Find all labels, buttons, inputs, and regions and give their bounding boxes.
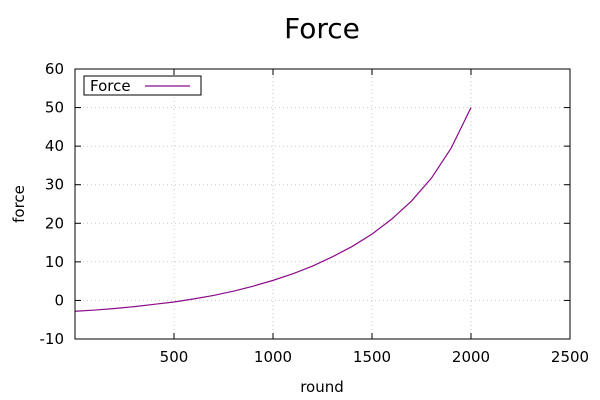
legend-entry-label: Force bbox=[90, 77, 131, 95]
series-line-force bbox=[74, 107, 472, 312]
y-tick-label: 60 bbox=[45, 60, 64, 78]
chart-title: Force bbox=[284, 12, 360, 45]
x-tick-label: 2500 bbox=[551, 348, 589, 366]
grid-lines bbox=[75, 69, 570, 339]
y-tick-label: 30 bbox=[45, 176, 64, 194]
x-tick-labels: 500 1000 1500 2000 2500 bbox=[160, 348, 589, 366]
y-tick-label: 50 bbox=[45, 99, 64, 117]
y-axis-label: force bbox=[10, 185, 28, 223]
x-tick-label: 1000 bbox=[254, 348, 292, 366]
y-tick-labels: -10 0 10 20 30 40 50 60 bbox=[40, 60, 65, 348]
y-tick-label: 10 bbox=[45, 253, 64, 271]
legend-box bbox=[83, 75, 202, 96]
y-tick-label: 20 bbox=[45, 214, 64, 232]
y-tick-label: -10 bbox=[40, 330, 65, 348]
x-tick-label: 500 bbox=[160, 348, 189, 366]
x-axis-label: round bbox=[300, 378, 344, 396]
y-tick-label: 40 bbox=[45, 137, 64, 155]
series-lines bbox=[74, 107, 472, 312]
plot-frame bbox=[74, 68, 571, 340]
x-tick-label: 2000 bbox=[452, 348, 490, 366]
y-tick-label: 0 bbox=[54, 291, 64, 309]
x-tick-label: 1500 bbox=[353, 348, 391, 366]
axis-ticks bbox=[75, 68, 571, 340]
legend: Force bbox=[83, 75, 202, 96]
